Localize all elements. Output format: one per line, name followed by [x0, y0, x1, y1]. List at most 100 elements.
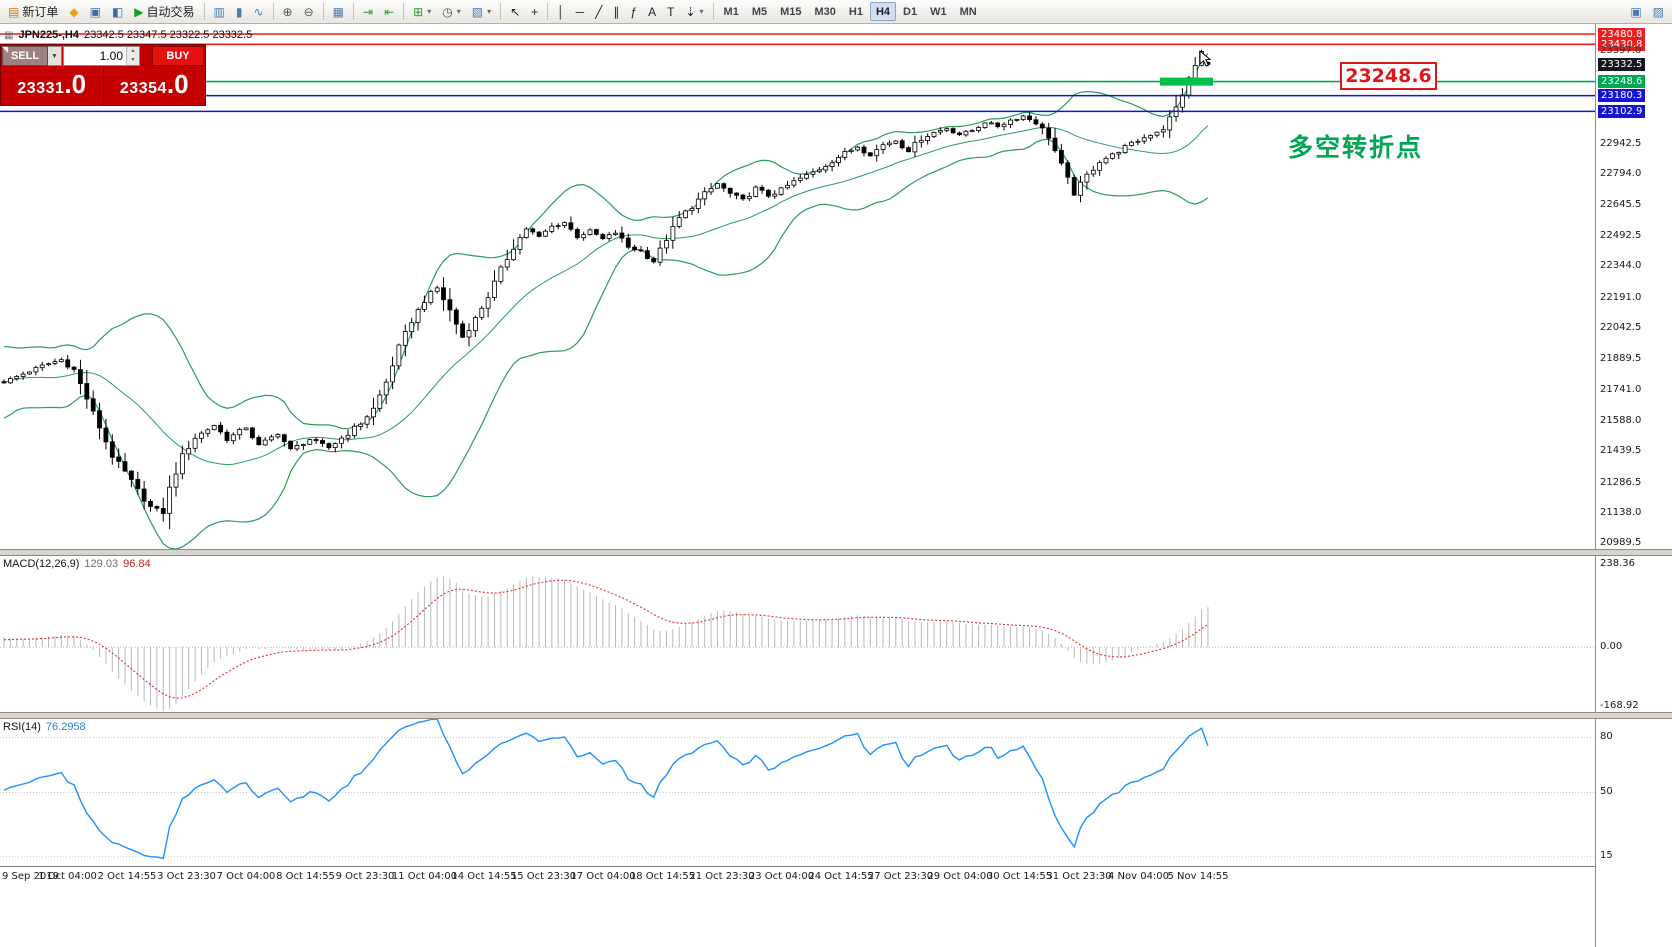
navigator-icon: ◧: [111, 4, 124, 19]
zoom-in-button[interactable]: ⊕: [278, 2, 298, 22]
buy-button[interactable]: BUY: [152, 46, 204, 66]
time-axis-label: 2 Oct 14:55: [97, 871, 157, 882]
time-axis-label: 1 Oct 04:00: [38, 871, 97, 882]
timeframe-m30-button[interactable]: M30: [814, 5, 836, 18]
price-line-label: 23332.5: [1598, 57, 1646, 71]
volume-spin-buttons: ▴ ▾: [126, 47, 139, 65]
cursor-button[interactable]: ↖: [505, 2, 525, 22]
auto-scroll-button[interactable]: ⇥: [358, 2, 378, 22]
timeframe-m1-button[interactable]: M1: [723, 5, 739, 18]
arrows-icon: ⇣: [685, 4, 696, 19]
tile-windows-button[interactable]: ▦: [328, 2, 349, 22]
dock-chart-button[interactable]: ▣: [1625, 2, 1646, 22]
expand-chart-button[interactable]: ▨: [1648, 2, 1669, 22]
horizontal-line-button[interactable]: ─: [571, 2, 590, 22]
fibonacci-button[interactable]: ƒ: [625, 2, 642, 22]
trendline-button[interactable]: ╱: [590, 2, 607, 22]
new-order-button[interactable]: ▤ 新订单: [3, 2, 63, 22]
bollinger-lower-band: [3, 138, 1209, 550]
time-axis-label: 9 Sep 2019: [2, 871, 60, 882]
price-axis-tick: 22191.0: [1600, 291, 1642, 303]
pane-separator-rsi[interactable]: [0, 712, 1672, 719]
time-axis-label: 15 Oct 23:30: [510, 871, 577, 882]
text-label-button[interactable]: T: [662, 2, 679, 22]
chevron-down-icon: ▾: [487, 7, 492, 16]
highlight-segment[interactable]: [1160, 77, 1213, 86]
chart-title: ▦ JPN225-,H4 23342.5 23347.5 23322.5 233…: [4, 29, 252, 41]
price-line-label: 23480.8: [1598, 27, 1646, 41]
text-button[interactable]: A: [643, 2, 661, 22]
timeframe-m15-button[interactable]: M15: [780, 5, 802, 18]
chevron-down-icon: ▾: [456, 7, 461, 16]
data-window-button[interactable]: ▣: [85, 2, 106, 22]
macd-axis-zero: 0.00: [1600, 640, 1623, 652]
text-icon: A: [648, 4, 657, 19]
vertical-line-icon: │: [557, 4, 565, 19]
price-axis-tick: 22344.0: [1600, 260, 1642, 272]
timeframe-w1-button[interactable]: W1: [930, 5, 947, 18]
buy-price[interactable]: 23354 .0: [103, 67, 205, 105]
timeframe-h1-button[interactable]: H1: [848, 5, 863, 18]
volume-input[interactable]: [64, 47, 126, 65]
time-axis-label: 21 Oct 23:30: [689, 871, 755, 882]
time-axis-label: 17 Oct 04:00: [570, 871, 636, 882]
volume-up-button[interactable]: ▴: [127, 47, 139, 56]
time-axis-label: 27 Oct 23:30: [867, 871, 934, 882]
sell-price[interactable]: 23331 .0: [1, 67, 104, 105]
chart-shift-button[interactable]: ⇤: [379, 2, 399, 22]
time-axis-label: 29 Oct 04:00: [927, 871, 993, 882]
crosshair-button[interactable]: +: [526, 2, 543, 22]
periods-icon: ◷: [442, 4, 453, 19]
equidistant-channel-button[interactable]: ∥: [608, 2, 624, 22]
vertical-line-button[interactable]: │: [552, 2, 570, 22]
indicators-button[interactable]: ⊞ ▾: [408, 2, 436, 22]
chart-icon: ▦: [4, 29, 14, 41]
pane-separator-macd[interactable]: [0, 549, 1672, 556]
bollinger-upper-band: [3, 53, 1209, 430]
bar-chart-button[interactable]: ▥: [209, 2, 230, 22]
indicators-icon: ⊞: [413, 4, 424, 19]
volume-down-button[interactable]: ▾: [127, 56, 139, 65]
rsi-value: 76.2958: [45, 721, 86, 733]
autotrading-button-label: 自动交易: [146, 5, 195, 19]
price-line-label: 23180.3: [1598, 89, 1646, 103]
zoom-out-button[interactable]: ⊖: [299, 2, 319, 22]
time-axis-label: 3 Oct 23:30: [157, 871, 216, 882]
timeframe-h4-button[interactable]: H4: [869, 2, 897, 21]
price-alert-box[interactable]: 23248.6: [1340, 62, 1437, 90]
timeframe-m5-button[interactable]: M5: [751, 5, 768, 18]
autotrading-icon: ▶: [134, 4, 144, 19]
autotrading-button[interactable]: ▶ 自动交易: [129, 2, 199, 22]
arrows-button[interactable]: ⇣ ▾: [680, 2, 708, 22]
toolbar-separator: [712, 3, 714, 20]
price-line-label: 23430.8: [1598, 37, 1646, 51]
templates-button[interactable]: ▧ ▾: [467, 2, 496, 22]
price-axis-tick: 21588.0: [1600, 414, 1642, 426]
macd-value-main: 129.03: [84, 558, 119, 570]
zoom-in-icon: ⊕: [282, 4, 293, 19]
sell-price-dec: .0: [64, 69, 87, 99]
volume-dropdown-button[interactable]: ▼: [48, 46, 62, 66]
sell-button[interactable]: SELL: [2, 46, 48, 66]
periods-button[interactable]: ◷ ▾: [437, 2, 466, 22]
rsi-line: [3, 718, 1209, 860]
time-axis[interactable]: 9 Sep 2019 1 Oct 04:00 2 Oct 14:55 3 Oct 23…: [0, 866, 1595, 892]
rsi-axis-level: 15: [1600, 850, 1613, 862]
price-axis-tick: 21741.0: [1600, 383, 1642, 395]
expand-chart-icon: ▨: [1652, 4, 1664, 19]
price-axis[interactable]: 22942.5 22794.0 22645.5 22492.5 22344.0 22191…: [1595, 24, 1672, 947]
trade-panel-collapse-button[interactable]: ◥: [2, 45, 9, 54]
horizontal-line-icon: ─: [575, 4, 585, 19]
timeframe-mn-button[interactable]: MN: [959, 5, 977, 18]
candlestick-chart-button[interactable]: ▮: [231, 2, 248, 22]
one-click-trading-panel: ◥ SELL ▼ ▴ ▾ BUY 23331 .0 23354 .0: [0, 44, 206, 106]
price-axis-tick: 22042.5: [1600, 321, 1642, 333]
buy-price-int: 23354: [119, 80, 167, 97]
navigator-button[interactable]: ◧: [107, 2, 128, 22]
macd-axis-min: -168.92: [1600, 699, 1639, 711]
timeframe-d1-button[interactable]: D1: [903, 5, 918, 18]
time-axis-label: 14 Oct 14:55: [451, 871, 517, 882]
market-watch-button[interactable]: ◆: [64, 2, 83, 22]
line-chart-button[interactable]: ∿: [248, 2, 268, 22]
